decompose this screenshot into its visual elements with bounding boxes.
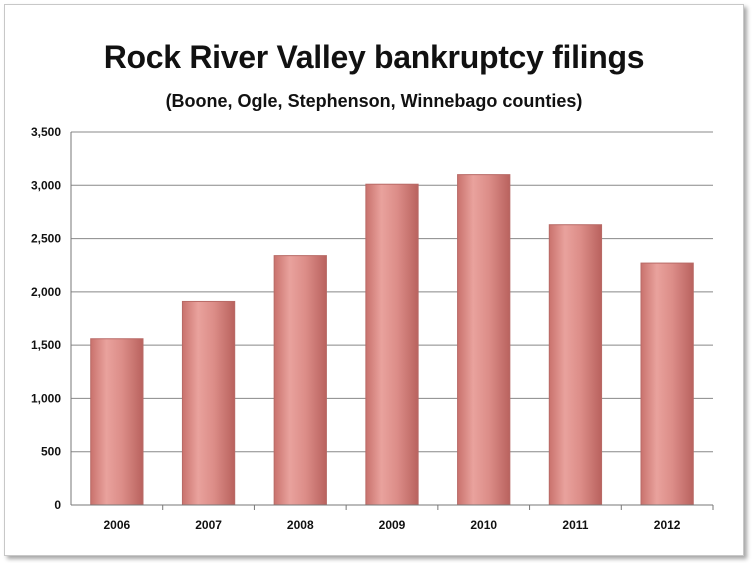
bar-chart: 0 500 1,000 1,500 2,000 2,500 3,000 3,500 2006 20… bbox=[31, 125, 714, 532]
x-tick-label: 2011 bbox=[562, 518, 588, 532]
x-tick-label: 2009 bbox=[379, 518, 406, 532]
y-tick-label: 1,500 bbox=[31, 338, 61, 352]
bar-2008 bbox=[273, 255, 327, 506]
y-tick-label: 500 bbox=[41, 445, 61, 459]
y-tick-label: 2,000 bbox=[31, 285, 61, 299]
y-tick-label: 3,000 bbox=[31, 178, 61, 192]
y-tick-label: 1,000 bbox=[31, 391, 61, 405]
bar-2010 bbox=[457, 174, 511, 506]
chart-subtitle: (Boone, Ogle, Stephenson, Winnebago coun… bbox=[165, 91, 583, 111]
bar-2007 bbox=[181, 300, 236, 506]
x-tick-label: 2012 bbox=[654, 518, 681, 532]
y-tick-label: 3,500 bbox=[31, 125, 61, 139]
chart-frame: Rock River Valley bankruptcy filings (Bo… bbox=[4, 4, 744, 556]
x-tick-label: 2010 bbox=[470, 518, 497, 532]
y-tick-label: 2,500 bbox=[31, 232, 61, 246]
bars bbox=[90, 174, 694, 506]
bar-2012 bbox=[640, 262, 694, 506]
chart-title: Rock River Valley bankruptcy filings bbox=[103, 39, 645, 75]
x-tick-label: 2006 bbox=[104, 518, 131, 532]
bar-2009 bbox=[365, 183, 419, 506]
bar-2011 bbox=[548, 224, 603, 506]
bar-2006 bbox=[90, 338, 144, 506]
x-tick-label: 2007 bbox=[195, 518, 222, 532]
axes: 0 500 1,000 1,500 2,000 2,500 3,000 3,500 2006 20… bbox=[31, 125, 714, 532]
x-tick-label: 2008 bbox=[287, 518, 314, 532]
y-tick-label: 0 bbox=[54, 498, 61, 512]
